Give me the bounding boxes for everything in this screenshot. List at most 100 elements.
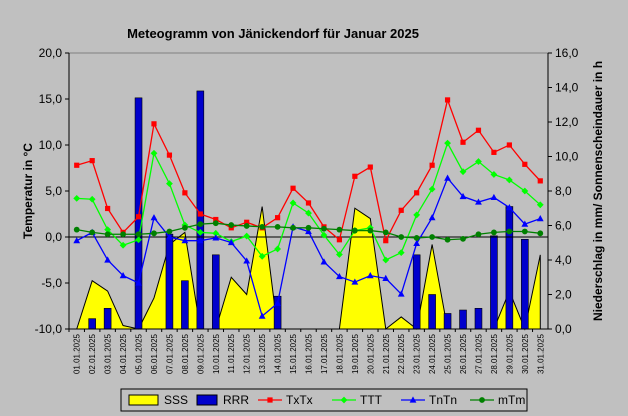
x-tick-label: 23.01.2025 (413, 333, 422, 374)
txtx-marker-23 (414, 190, 420, 196)
ttt-marker-16 (305, 209, 312, 217)
precipitation-bar-26 (459, 309, 467, 330)
ttt-marker-27 (475, 158, 482, 165)
chart-title: Meteogramm von Jänickendorf für Januar 2… (127, 26, 419, 41)
x-tick-label: 27.01.2025 (474, 333, 483, 374)
x-tick-label: 26.01.2025 (459, 333, 468, 374)
mtm-marker-12 (243, 223, 250, 229)
tntn-marker-12 (243, 257, 251, 264)
ttt-marker-22 (397, 249, 405, 257)
tntn-marker-28 (490, 193, 498, 201)
left-axis-label: Temperatur in °C (21, 143, 35, 239)
ttt-marker-3 (104, 226, 112, 234)
tntn-marker-10 (212, 234, 220, 241)
ttt-marker-6 (150, 149, 158, 157)
x-tick-label: 22.01.2025 (397, 333, 406, 374)
left-tick-label: 20,0 (39, 46, 63, 60)
mtm-marker-22 (398, 234, 405, 240)
legend: SSS RRR TxTx TTT TnTn mTm (120, 388, 528, 412)
ttt-marker-17 (320, 231, 328, 239)
x-tick-label: 17.01.2025 (320, 333, 329, 374)
txtx-marker-16 (305, 200, 312, 206)
mtm-marker-23 (413, 235, 420, 241)
tntn-marker-5 (135, 279, 142, 286)
txtx-marker-14 (274, 215, 281, 221)
x-axis-ticks: 01.01.2025 02.01.2025 03.01.2025 04.01.2025… (68, 329, 545, 374)
mtm-marker-6 (151, 230, 157, 237)
mtm-marker-29 (506, 228, 513, 235)
legend-swatch-rrr (196, 394, 218, 406)
tntn-marker-22 (397, 290, 405, 297)
mtm-marker-2 (89, 229, 96, 236)
tntn-marker-31 (536, 215, 544, 222)
txtx-marker-21 (383, 238, 389, 244)
x-tick-label: 12.01.2025 (243, 333, 252, 374)
precipitation-bar-30 (521, 239, 529, 330)
txtx-marker-6 (151, 121, 157, 127)
x-tick-label: 21.01.2025 (382, 333, 391, 374)
ttt-marker-28 (490, 171, 498, 178)
legend-swatch-sss (128, 394, 159, 406)
mtm-marker-28 (491, 229, 497, 236)
tntn-marker-27 (475, 198, 482, 205)
tntn-marker-18 (336, 272, 343, 280)
mtm-marker-30 (521, 228, 528, 235)
ttt-marker-23 (413, 211, 421, 219)
mtm-marker-27 (475, 231, 482, 238)
precipitation-bar-10 (212, 254, 220, 330)
tntn-marker-20 (366, 272, 374, 279)
precipitation-bar-28 (490, 235, 498, 330)
tntn-marker-13 (258, 312, 266, 319)
mtm-marker-4 (120, 231, 126, 238)
tntn-marker-24 (428, 214, 436, 221)
precipitation-bar-27 (474, 307, 483, 330)
tntn-marker-26 (459, 192, 467, 200)
txtx-marker-7 (166, 152, 173, 158)
mtm-marker-17 (321, 225, 327, 232)
mtm-marker-10 (212, 220, 219, 227)
ttt-marker-10 (212, 229, 220, 237)
precipitation-bar-23 (412, 254, 421, 330)
x-tick-label: 01.01.2025 (73, 333, 82, 374)
left-tick-label: -10,0 (35, 322, 63, 336)
x-tick-label: 20.01.2025 (366, 333, 375, 374)
x-tick-label: 06.01.2025 (150, 333, 159, 374)
right-tick-label: 6,0 (555, 219, 572, 233)
precipitation-bar-29 (505, 206, 514, 330)
right-axis-label: Niederschlag in mm/ Sonnenscheindauer in… (591, 61, 605, 321)
precipitation-bar-8 (181, 280, 189, 330)
ttt-marker-30 (521, 187, 529, 195)
ttt-marker-1 (73, 194, 81, 202)
left-tick-label: 5,0 (45, 184, 62, 198)
txtx-marker-30 (522, 161, 528, 167)
tntn-marker-11 (227, 238, 235, 246)
left-y-axis-ticks: -10,0 -5,0 0,0 5,0 10,0 15,0 20,0 (35, 46, 69, 336)
right-tick-label: 12,0 (555, 115, 579, 129)
ttt-marker-4 (119, 241, 127, 249)
tntn-marker-19 (351, 278, 359, 285)
x-tick-label: 13.01.2025 (258, 333, 267, 374)
mtm-marker-16 (305, 224, 312, 231)
txtx-marker-2 (89, 158, 95, 164)
legend-label-txtx: TxTx (286, 393, 313, 407)
tntn-marker-4 (119, 272, 127, 279)
tntn-marker-1 (73, 237, 81, 244)
mtm-marker-24 (429, 234, 436, 240)
precipitation-bar-2 (88, 318, 96, 330)
mtm-marker-19 (351, 227, 358, 234)
txtx-marker-28 (491, 149, 497, 155)
x-tick-label: 18.01.2025 (335, 333, 344, 374)
legend-marker-ttt (340, 396, 348, 404)
x-tick-label: 25.01.2025 (444, 333, 453, 374)
ttt-marker-25 (444, 139, 451, 147)
mtm-marker-25 (444, 236, 451, 243)
legend-label-rrr: RRR (223, 393, 249, 407)
ttt-marker-5 (135, 236, 142, 244)
x-tick-label: 02.01.2025 (88, 333, 97, 374)
ttt-marker-12 (243, 232, 251, 240)
legend-label-sss: SSS (164, 393, 188, 407)
left-tick-label: 10,0 (39, 138, 63, 152)
legend-marker-tntn (409, 396, 417, 403)
left-tick-label: 0,0 (45, 230, 62, 244)
ttt-marker-18 (336, 251, 343, 258)
